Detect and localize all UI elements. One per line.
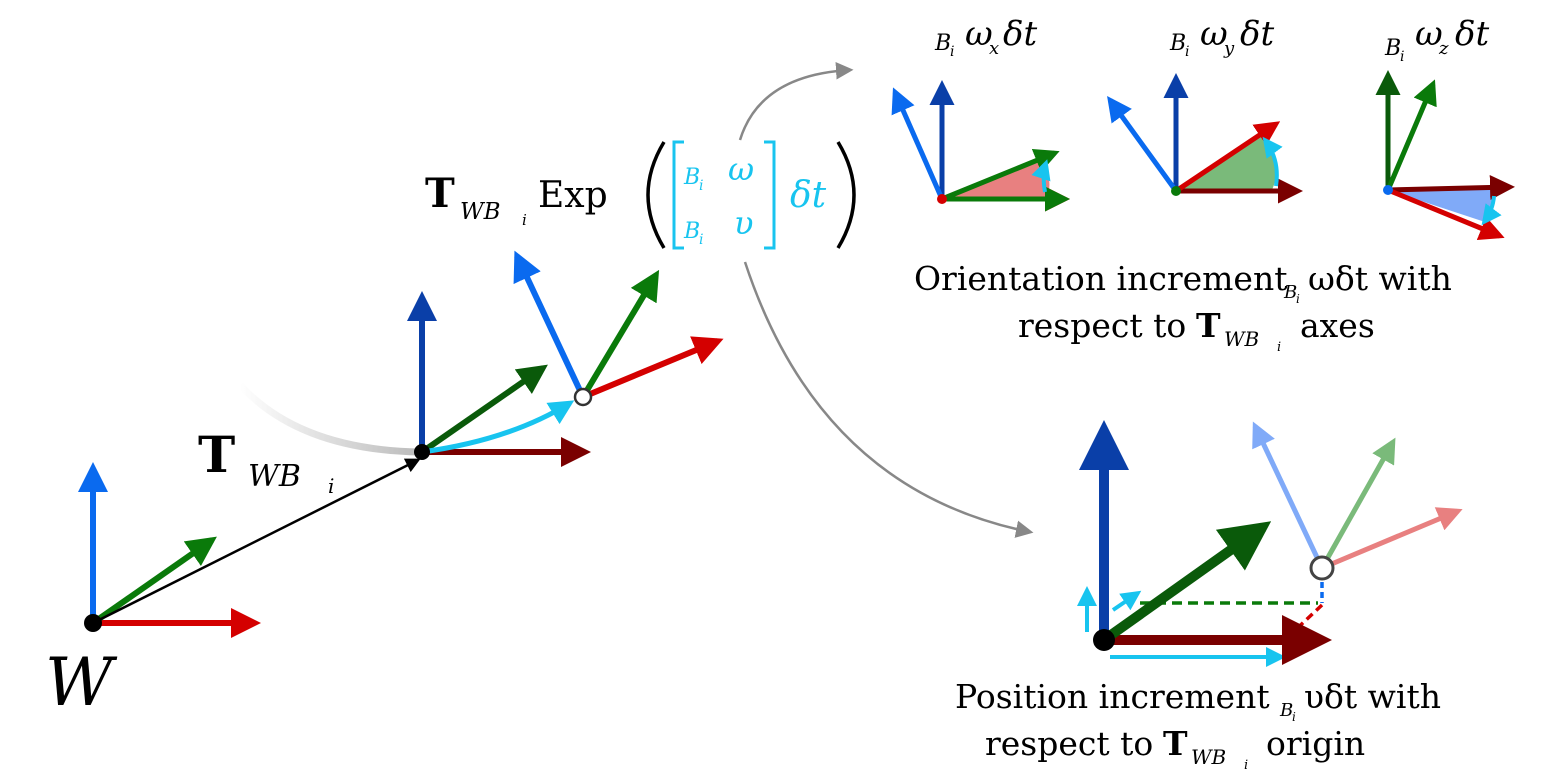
omega-z-sub: z <box>1438 38 1449 59</box>
new-y-axis <box>580 269 660 399</box>
eq-exp: Exp <box>538 175 608 216</box>
exp-equation: T WB i Exp B i ω B i υ δt <box>425 140 856 250</box>
body-frame <box>407 291 591 467</box>
orientation-caption-i: i <box>1296 292 1300 306</box>
eq-delta-t: δt <box>790 175 827 216</box>
transform-sub: WB <box>248 459 301 494</box>
new-x-axis <box>581 336 724 400</box>
transform-label: T WB i <box>198 425 334 498</box>
eq-right-bracket <box>764 140 776 250</box>
omega-z-omega: ω <box>1415 14 1443 54</box>
orientation-x-panel: B i ω x δt <box>891 14 1070 212</box>
pos-new-y <box>1319 437 1396 570</box>
wedge-z <box>1388 190 1493 222</box>
position-caption-b: υδt with <box>1304 677 1441 716</box>
transform-subsub: i <box>328 474 334 498</box>
panel-x-rot-arrow <box>1031 159 1051 193</box>
orientation-caption-c: respect to <box>1018 306 1186 345</box>
omega-y-B: B <box>1169 31 1186 56</box>
orientation-caption: Orientation increment B i ωδt with respe… <box>914 259 1452 355</box>
position-caption-Tsubsub: i <box>1244 758 1248 773</box>
world-frame: W <box>45 458 421 721</box>
eq-nu-i: i <box>699 232 703 248</box>
position-caption-c: respect to <box>985 724 1153 763</box>
eq-T-sub: WB <box>460 199 501 225</box>
body-velocity-curve <box>421 400 575 455</box>
omega-x-sub: x <box>989 38 999 59</box>
orientation-caption-d: axes <box>1300 306 1375 345</box>
omega-y-dt: δt <box>1240 14 1274 54</box>
omega-y-sub: y <box>1223 38 1235 59</box>
panel-y-z-rot <box>1107 95 1179 193</box>
pos-new-z <box>1252 421 1325 570</box>
eq-left-bracket <box>672 140 684 250</box>
omega-y-i: i <box>1185 44 1189 60</box>
arc-to-orientation <box>738 62 854 141</box>
trajectory-trail <box>237 382 421 456</box>
arc-to-position <box>743 261 1034 538</box>
panel-y-red-rot <box>1174 121 1281 194</box>
body-y-axis <box>420 364 548 455</box>
position-panel <box>1077 420 1463 667</box>
omega-y-omega: ω <box>1200 14 1228 54</box>
panel-x-z-rot <box>891 87 945 201</box>
eq-omega: ω <box>728 150 754 188</box>
panel-x-origin <box>937 194 947 204</box>
orientation-z-panel: B i ω z δt <box>1375 14 1515 240</box>
panel-z-rot-arrow <box>1481 195 1502 226</box>
omega-z-dt: δt <box>1455 14 1489 54</box>
orientation-caption-a: Orientation increment <box>914 259 1287 298</box>
pos-body-y <box>1101 521 1272 645</box>
eq-T: T <box>425 170 455 217</box>
world-y-axis <box>91 536 217 626</box>
position-caption: Position increment B i υδt with respect … <box>955 677 1441 773</box>
world-origin <box>84 614 102 632</box>
position-caption-d: origin <box>1266 724 1365 763</box>
orientation-caption-Tsub: WB <box>1224 327 1259 351</box>
omega-x-B: B <box>934 31 951 56</box>
orientation-caption-Tsubsub: i <box>1277 340 1281 355</box>
pos-body-origin <box>1093 629 1115 651</box>
panel-y-origin <box>1171 186 1181 196</box>
position-caption-T: T <box>1163 724 1188 763</box>
eq-right-paren <box>836 141 856 249</box>
panel-y-rot-arrow <box>1262 136 1283 187</box>
panel-z-red-rot <box>1387 187 1505 240</box>
orientation-caption-B: B <box>1283 282 1297 303</box>
eq-omega-B: B <box>683 165 700 190</box>
body-origin <box>414 444 430 460</box>
position-caption-Tsub: WB <box>1191 745 1226 769</box>
transform-T: T <box>198 425 235 484</box>
panel-z-red-flat <box>1387 174 1515 200</box>
panel-z-green-rot <box>1385 79 1437 191</box>
new-frame <box>513 250 724 407</box>
panel-z-origin <box>1383 185 1393 195</box>
omega-z-B: B <box>1384 36 1401 61</box>
eq-nu: υ <box>734 204 753 242</box>
omega-x-omega: ω <box>965 14 993 54</box>
eq-T-subsub: i <box>522 211 527 229</box>
eq-nu-B: B <box>683 219 700 244</box>
new-origin <box>573 387 593 407</box>
orientation-caption-T: T <box>1196 306 1221 345</box>
position-caption-B: B <box>1279 700 1293 721</box>
pos-new-origin <box>1309 555 1335 581</box>
new-z-axis <box>513 250 586 399</box>
pos-cyan-y <box>1111 590 1142 612</box>
pos-new-x <box>1321 507 1463 571</box>
eq-omega-i: i <box>699 178 703 194</box>
omega-x-i: i <box>950 44 954 60</box>
world-label: W <box>45 644 118 721</box>
omega-z-i: i <box>1400 49 1404 65</box>
position-caption-i: i <box>1292 710 1296 724</box>
orientation-caption-b: ωδt with <box>1308 259 1452 298</box>
orientation-y-panel: B i ω y δt <box>1107 14 1303 204</box>
pos-dash-red <box>1288 603 1324 637</box>
world-to-body-arrow <box>92 458 421 625</box>
position-caption-a: Position increment <box>955 677 1270 716</box>
eq-left-paren <box>646 141 666 249</box>
omega-x-dt: δt <box>1003 14 1037 54</box>
